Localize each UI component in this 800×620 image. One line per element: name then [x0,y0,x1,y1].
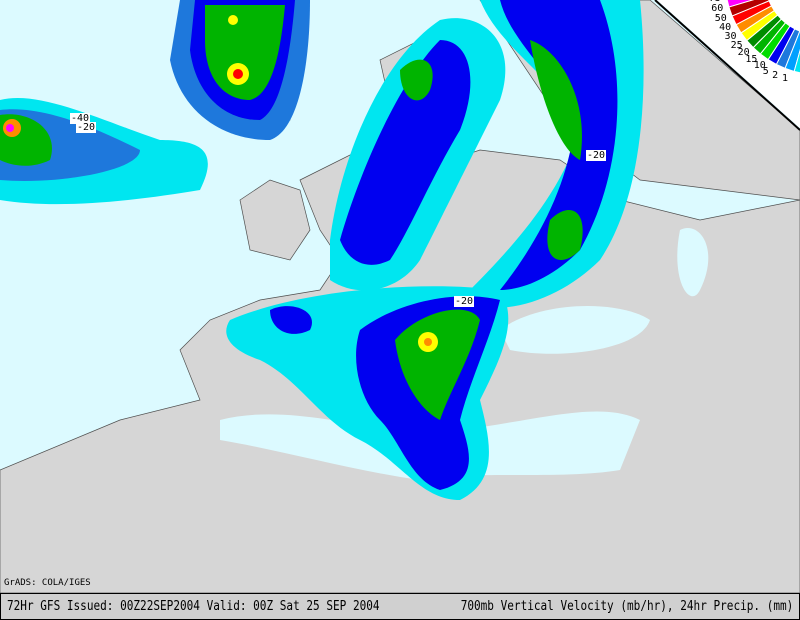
legend-label: 50 [714,13,727,25]
contour-label: -40 [70,113,91,124]
legend-label: 30 [724,31,737,43]
contour-label: -20 [454,296,475,307]
credit-text: GrADS: COLA/IGES [4,578,91,588]
contour-label: -20 [76,122,97,133]
legend-swatch [793,48,800,74]
legend-label: 1 [782,73,789,85]
legend-label: 75 [709,0,721,4]
legend-label: 2 [772,69,779,81]
legend-label: 20 [737,47,750,59]
field-description: 700mb Vertical Velocity (mb/hr), 24hr Pr… [460,599,793,614]
map-boundary [654,0,800,131]
legend-label: 5 [762,65,769,77]
legend-label: 10 [753,60,766,72]
footer-bar: 72Hr GFS Issued: 00Z22SEP2004 Valid: 00Z… [0,593,800,620]
black-sea [500,306,650,354]
legend-label: 60 [711,3,724,15]
legend-label: 15 [745,54,758,66]
legend-label: 25 [730,39,743,51]
legend-label: 40 [719,22,732,34]
forecast-info: 72Hr GFS Issued: 00Z22SEP2004 Valid: 00Z… [7,599,380,614]
precip-field [0,0,644,500]
color-legend [726,0,800,74]
map-canvas [0,0,800,593]
caspian-sea [677,228,709,297]
contour-label: -20 [586,150,607,161]
